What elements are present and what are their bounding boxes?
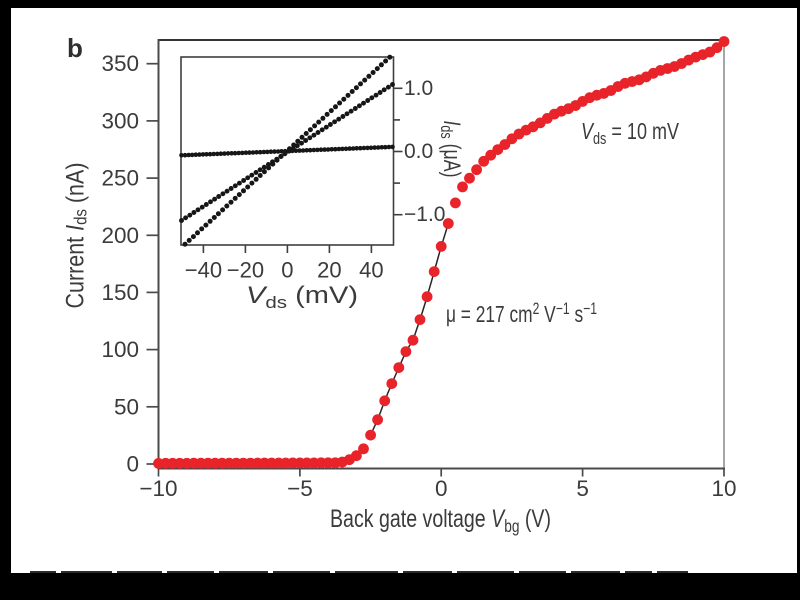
svg-text:40: 40 [359,258,383,283]
svg-text:200: 200 [101,223,139,248]
svg-text:−5: −5 [287,476,313,501]
svg-text:Current Ids (nA): Current Ids (nA) [62,163,91,309]
svg-text:150: 150 [101,280,139,305]
svg-text:−20: −20 [227,258,264,283]
svg-text:20: 20 [317,258,341,283]
svg-text:50: 50 [114,394,139,419]
svg-text:0.0: 0.0 [404,140,433,163]
svg-text:Ids (μA): Ids (μA) [438,121,466,178]
svg-text:10: 10 [711,476,736,501]
svg-text:−40: −40 [185,258,222,283]
svg-text:Vds (mV): Vds (mV) [246,282,358,312]
svg-text:b: b [67,33,83,63]
svg-text:5: 5 [576,476,589,501]
svg-text:0: 0 [126,452,139,477]
svg-text:−1.0: −1.0 [404,203,445,226]
svg-text:300: 300 [101,108,139,133]
svg-text:100: 100 [101,337,139,362]
svg-text:350: 350 [101,51,139,76]
svg-text:1.0: 1.0 [404,77,433,100]
svg-text:0: 0 [281,258,293,283]
svg-text:Vds = 10 mV: Vds = 10 mV [581,118,679,148]
svg-text:μ = 217 cm2 V−1 s−1: μ = 217 cm2 V−1 s−1 [446,300,597,327]
svg-text:−10: −10 [139,476,177,501]
svg-text:250: 250 [101,166,139,191]
svg-text:0: 0 [435,476,448,501]
